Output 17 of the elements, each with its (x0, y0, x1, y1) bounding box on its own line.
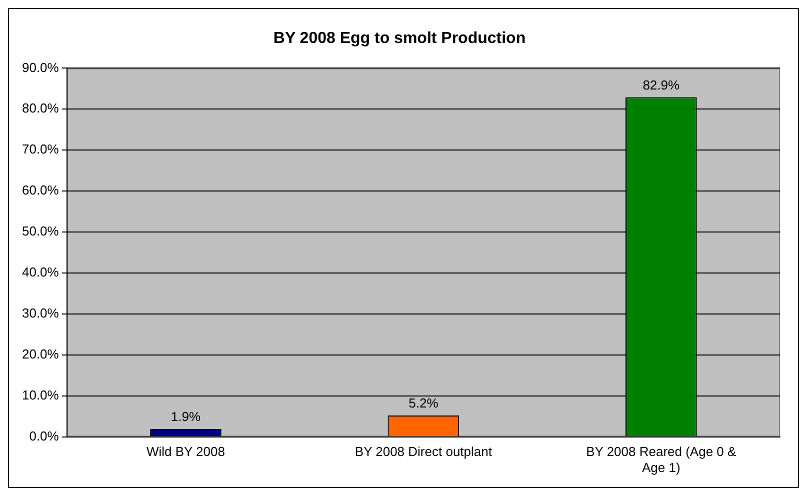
y-tick-label: 60.0% (22, 182, 60, 198)
y-tick-label: 20.0% (22, 346, 60, 362)
chart-title: BY 2008 Egg to smolt Production (273, 30, 526, 48)
y-tick-label: 80.0% (22, 100, 60, 116)
y-tick-label: 30.0% (22, 306, 60, 321)
y-tick-label: 70.0% (22, 142, 60, 157)
data-label: 5.2% (408, 396, 439, 411)
y-tick-label: 50.0% (22, 224, 60, 239)
x-tick-label: Wild BY 2008 (146, 444, 225, 460)
y-tick-label: 0.0% (29, 428, 60, 444)
data-label: 82.9% (642, 77, 680, 92)
x-tick-label: BY 2008 Direct outplant (354, 444, 492, 460)
y-tick-label: 10.0% (22, 387, 60, 402)
x-tick-label: BY 2008 Reared (Age 0 & Age 1) (586, 444, 737, 475)
data-label: 1.9% (170, 409, 201, 424)
y-tick-label: 90.0% (22, 60, 60, 75)
y-tick-label: 40.0% (22, 264, 60, 280)
